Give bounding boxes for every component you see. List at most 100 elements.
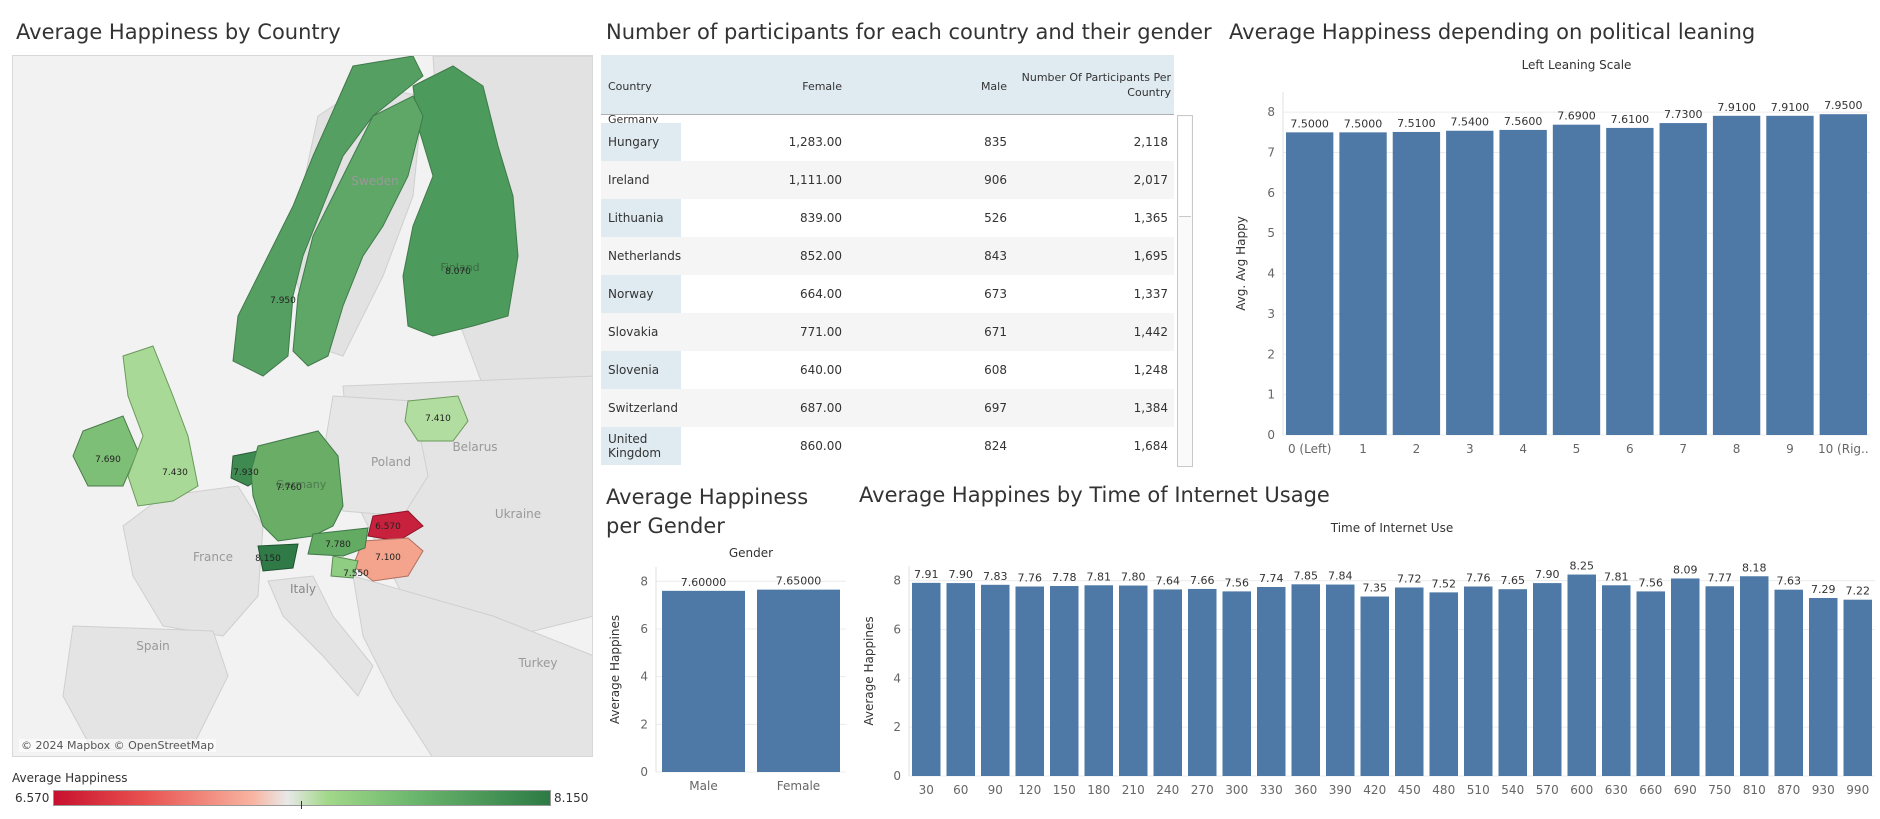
bar[interactable] xyxy=(1766,115,1814,436)
bar[interactable] xyxy=(1740,576,1769,776)
cell-country: Slovenia xyxy=(601,351,681,389)
bar[interactable] xyxy=(1809,597,1838,776)
bar[interactable] xyxy=(1392,131,1441,435)
table-row[interactable]: Ireland 1,111.00 906 2,017 xyxy=(601,161,1174,199)
bar-value-label: 7.81 xyxy=(1604,570,1629,583)
x-tick-label: 660 xyxy=(1639,783,1662,797)
value-label-finland: 8.070 xyxy=(445,267,471,277)
table-row[interactable]: United Kingdom 860.00 824 1,684 xyxy=(601,427,1174,465)
country-uk xyxy=(122,345,199,507)
bar-value-label: 7.81 xyxy=(1087,570,1112,583)
bar[interactable] xyxy=(1326,584,1355,776)
land-italy xyxy=(267,575,374,697)
bar[interactable] xyxy=(1602,585,1631,776)
bar[interactable] xyxy=(946,583,976,776)
political-leaning-chart[interactable]: Left Leaning Scale Avg. Avg Happy 0 1 2 3 4 5 6 7… xyxy=(1225,50,1875,475)
y-tick-label: 2 xyxy=(1267,347,1275,361)
bar[interactable] xyxy=(1552,124,1601,435)
country-austria xyxy=(307,527,369,557)
bar[interactable] xyxy=(1636,591,1666,776)
bar[interactable] xyxy=(1705,586,1735,776)
bar[interactable] xyxy=(1050,586,1079,776)
bar-value-label: 7.83 xyxy=(983,570,1008,583)
participants-table[interactable]: Country Female Male Number Of Participan… xyxy=(601,55,1193,467)
bar[interactable] xyxy=(1188,588,1217,776)
bar-value-label: 7.77 xyxy=(1708,571,1733,584)
bar[interactable] xyxy=(1446,130,1494,435)
bar[interactable] xyxy=(1286,132,1334,435)
bar[interactable] xyxy=(1222,591,1252,776)
value-label-lithuania: 7.410 xyxy=(425,414,451,424)
bar[interactable] xyxy=(1291,584,1321,776)
bar[interactable] xyxy=(1084,585,1114,776)
bar[interactable] xyxy=(981,584,1010,776)
bar-value-label: 7.76 xyxy=(1466,572,1491,585)
bar[interactable] xyxy=(1395,587,1424,776)
bar[interactable] xyxy=(1567,574,1597,776)
cell-country: Lithuania xyxy=(601,199,681,237)
header-female[interactable]: Female xyxy=(802,80,842,93)
bar[interactable] xyxy=(1606,127,1654,435)
x-tick-label: 240 xyxy=(1156,783,1179,797)
table-row[interactable]: Slovenia 640.00 608 1,248 xyxy=(601,351,1174,389)
bar[interactable] xyxy=(1015,586,1045,776)
cell-country: Netherlands xyxy=(601,237,681,275)
chart-gender-ylabel: Average Happines xyxy=(608,615,622,724)
map-canvas[interactable]: Sweden Poland Belarus Ukraine France Ita… xyxy=(13,56,593,757)
table-row[interactable]: Slovakia 771.00 671 1,442 xyxy=(601,313,1174,351)
header-total[interactable]: Number Of Participants Per Country xyxy=(1011,70,1171,100)
bar[interactable] xyxy=(757,589,840,772)
bar-value-label: 7.56 xyxy=(1225,576,1250,589)
bar[interactable] xyxy=(1774,589,1804,776)
table-row[interactable]: Netherlands 852.00 843 1,695 xyxy=(601,237,1174,275)
bar[interactable] xyxy=(1671,578,1700,776)
bar[interactable] xyxy=(1533,583,1562,776)
bar[interactable] xyxy=(1360,596,1390,776)
table-body[interactable]: Germany Hungary 1,283.00 835 2,118 Ireland 1,… xyxy=(601,115,1174,467)
x-tick-label: Male xyxy=(689,779,717,793)
gender-chart[interactable]: Gender Average Happines 0 2 4 6 8 7.60000 Male 7.… xyxy=(601,545,851,817)
bar[interactable] xyxy=(1339,132,1387,435)
bar[interactable] xyxy=(1819,114,1867,435)
europe-map[interactable]: Sweden Poland Belarus Ukraine France Ita… xyxy=(12,55,593,757)
bar[interactable] xyxy=(1498,589,1528,776)
table-row[interactable]: Switzerland 687.00 697 1,384 xyxy=(601,389,1174,427)
bar[interactable] xyxy=(1659,123,1707,435)
bar[interactable] xyxy=(1257,587,1286,776)
bar[interactable] xyxy=(1843,599,1873,776)
table-scrollbar[interactable] xyxy=(1177,115,1193,467)
y-tick-label: 2 xyxy=(893,720,901,734)
table-row[interactable]: Lithuania 839.00 526 1,365 xyxy=(601,199,1174,237)
bar[interactable] xyxy=(912,582,941,776)
table-row[interactable]: Norway 664.00 673 1,337 xyxy=(601,275,1174,313)
map-credit[interactable]: © 2024 Mapbox © OpenStreetMap xyxy=(19,739,217,752)
land-france xyxy=(122,485,264,637)
bar-value-label: 8.09 xyxy=(1673,563,1698,576)
value-label-ireland: 7.690 xyxy=(95,455,121,465)
internet-usage-chart[interactable]: Time of Internet Use Average Happines 0 2 4 6… xyxy=(859,518,1877,818)
bar[interactable] xyxy=(1429,592,1459,776)
bar[interactable] xyxy=(1464,586,1493,776)
value-label-hungary: 7.100 xyxy=(375,553,401,563)
table-row[interactable]: Hungary 1,283.00 835 2,118 xyxy=(601,123,1174,161)
header-male[interactable]: Male xyxy=(980,80,1007,93)
bar-value-label: 7.35 xyxy=(1363,582,1388,595)
y-tick-label: 5 xyxy=(1267,226,1275,240)
bar[interactable] xyxy=(1119,585,1148,776)
header-country[interactable]: Country xyxy=(608,80,652,93)
bar-value-label: 7.56 xyxy=(1639,576,1664,589)
bar[interactable] xyxy=(1499,129,1547,435)
country-slovenia xyxy=(330,555,359,579)
bar-value-label: 7.76 xyxy=(1018,572,1043,585)
cell-total: 1,442 xyxy=(1133,325,1168,339)
bar[interactable] xyxy=(1153,589,1183,776)
cell-total: 2,118 xyxy=(1133,135,1168,149)
table-scroll-thumb[interactable] xyxy=(1179,117,1191,217)
x-tick-label: 7 xyxy=(1679,442,1687,456)
x-tick-label: 4 xyxy=(1519,442,1527,456)
bar-value-label: 7.65000 xyxy=(776,575,822,588)
country-ireland xyxy=(72,415,139,487)
bar[interactable] xyxy=(662,590,745,772)
cell-country: Norway xyxy=(601,275,681,313)
bar[interactable] xyxy=(1712,115,1761,436)
